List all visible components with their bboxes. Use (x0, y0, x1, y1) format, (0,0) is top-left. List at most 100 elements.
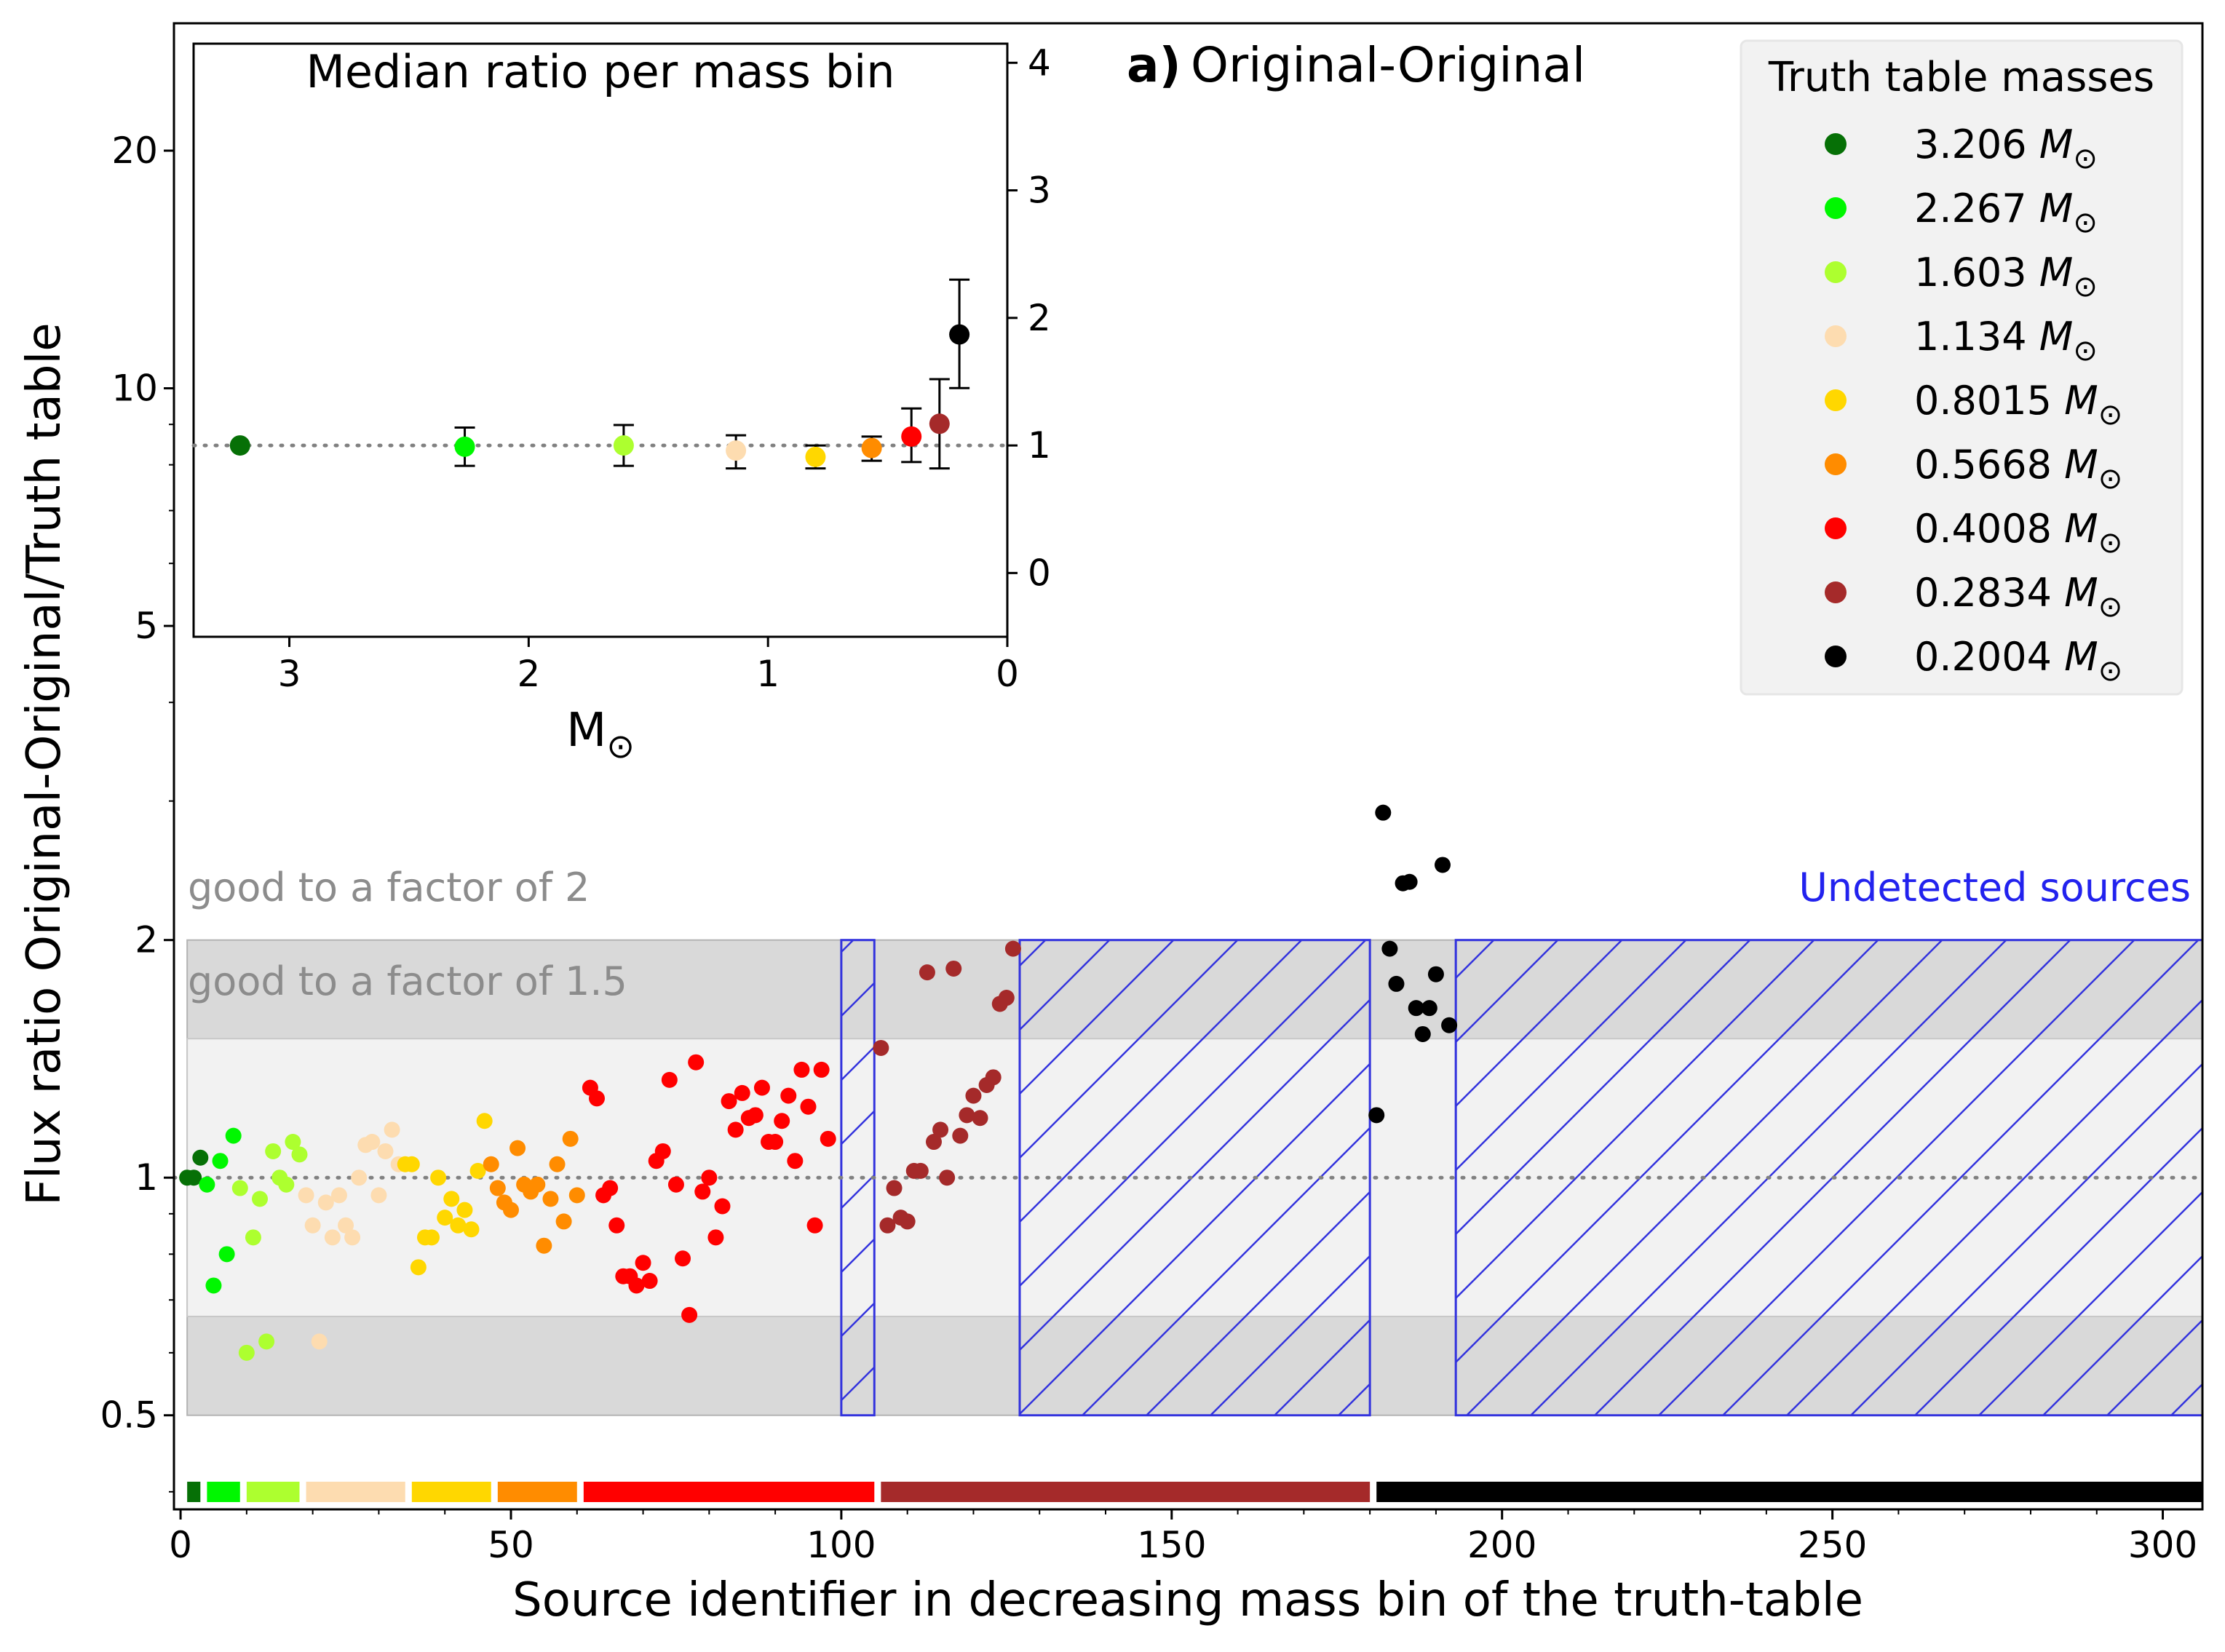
x-tick-label-4: 200 (1467, 1524, 1536, 1566)
point-series-4-7 (443, 1191, 460, 1207)
point-series-8-3 (1388, 975, 1405, 992)
point-series-8-0 (1368, 1107, 1385, 1124)
point-series-5-8 (536, 1237, 552, 1254)
point-series-4-6 (437, 1210, 453, 1226)
legend-unit: M (2064, 570, 2098, 616)
inset-x-tick-label-0: 3 (278, 653, 301, 695)
point-series-1-1 (205, 1277, 222, 1294)
point-series-7-20 (1004, 940, 1021, 957)
mass-bar-segment-5 (497, 1482, 577, 1502)
undetected-region-2 (1454, 939, 2202, 1417)
point-series-6-11 (654, 1143, 671, 1159)
point-series-5-3 (502, 1202, 519, 1218)
point-series-5-11 (555, 1213, 572, 1230)
point-series-3-11 (370, 1187, 387, 1204)
point-series-8-5 (1401, 873, 1418, 890)
point-series-6-30 (780, 1087, 797, 1104)
x-tick-label-2: 100 (806, 1524, 876, 1566)
point-series-4-12 (476, 1113, 493, 1129)
point-series-2-1 (238, 1344, 255, 1361)
point-series-3-12 (377, 1143, 394, 1159)
point-series-4-10 (463, 1221, 480, 1238)
mass-bar-segment-2 (246, 1482, 300, 1502)
x-tick-label-5: 250 (1798, 1524, 1867, 1566)
chart-title: Original-Original (1191, 37, 1585, 93)
legend-label-4: 0.8015 M⊙ (1914, 378, 2122, 432)
point-series-7-10 (939, 1169, 956, 1186)
inset-median-point-4 (805, 446, 826, 467)
legend-title: Truth table masses (1768, 54, 2154, 101)
point-series-6-33 (800, 1098, 817, 1115)
legend-unit-subscript: ⊙ (2073, 206, 2098, 239)
legend-mass-value: 0.2834 (1914, 570, 2064, 616)
point-series-5-10 (549, 1156, 566, 1172)
point-series-8-11 (1441, 1017, 1458, 1033)
legend-unit-subscript: ⊙ (2098, 462, 2123, 496)
point-series-4-1 (403, 1156, 420, 1172)
point-series-4-9 (456, 1202, 473, 1218)
point-series-6-18 (701, 1169, 718, 1186)
legend-unit-subscript: ⊙ (2098, 398, 2123, 432)
inset-median-point-8 (949, 324, 970, 345)
inset-median-points (229, 278, 970, 470)
point-series-6-31 (787, 1153, 804, 1169)
point-series-1-2 (212, 1153, 229, 1169)
x-tick-label-1: 50 (488, 1524, 534, 1566)
legend-label-3: 1.134 M⊙ (1914, 314, 2098, 368)
inset-x-axis-label: M⊙ (566, 704, 635, 766)
point-series-1-3 (218, 1246, 235, 1263)
point-series-1-4 (225, 1127, 242, 1144)
legend-mass-value: 0.2004 (1914, 634, 2064, 680)
point-series-5-0 (483, 1156, 499, 1172)
point-series-2-9 (291, 1146, 308, 1163)
point-series-3-1 (304, 1217, 321, 1234)
point-series-5-4 (509, 1140, 526, 1156)
legend-unit: M (2064, 378, 2098, 424)
point-series-6-14 (675, 1250, 691, 1267)
legend-mass-value: 3.206 (1914, 122, 2039, 167)
point-series-6-1 (589, 1090, 606, 1107)
band-factor-1-5-label: good to a factor of 1.5 (188, 958, 627, 1004)
legend-unit-subscript: ⊙ (2098, 526, 2123, 560)
legend-mass-value: 0.8015 (1914, 378, 2064, 424)
main-plot-frame (172, 22, 2204, 1511)
main-x-axis-label: Source identifier in decreasing mass bin… (512, 1573, 1863, 1627)
point-series-6-26 (753, 1079, 770, 1096)
point-series-3-3 (317, 1194, 334, 1211)
y-tick-label-0: 0.5 (100, 1394, 158, 1437)
point-series-6-16 (688, 1054, 705, 1071)
legend-unit: M (2064, 634, 2098, 680)
point-series-8-6 (1408, 1000, 1424, 1017)
point-series-6-34 (806, 1217, 823, 1234)
legend-unit: M (2039, 250, 2074, 295)
legend-marker-4 (1825, 389, 1847, 411)
point-series-6-4 (608, 1217, 625, 1234)
point-series-7-7 (919, 964, 935, 981)
point-series-6-7 (628, 1277, 645, 1294)
point-series-8-7 (1414, 1025, 1431, 1042)
point-series-8-2 (1381, 940, 1398, 957)
point-series-7-2 (886, 1180, 903, 1196)
point-series-6-29 (774, 1113, 790, 1129)
y-tick-label-5: 20 (111, 130, 158, 172)
point-series-2-2 (245, 1229, 261, 1246)
point-series-7-12 (952, 1127, 969, 1144)
main-y-axis-ticks: 0.5 1 2 5 10 20 (100, 130, 174, 1493)
point-series-3-5 (330, 1187, 347, 1204)
undetected-region-0 (840, 939, 876, 1417)
point-series-6-35 (813, 1061, 830, 1078)
point-series-7-8 (925, 1134, 942, 1151)
inset-median-point-1 (454, 436, 475, 457)
point-series-3-2 (311, 1333, 328, 1350)
legend-marker-7 (1825, 581, 1847, 603)
legend-marker-1 (1825, 197, 1847, 219)
legend-marker-0 (1825, 133, 1847, 155)
legend-mass-value: 1.603 (1914, 250, 2039, 295)
legend-unit-subscript: ⊙ (2098, 590, 2123, 624)
point-series-6-36 (820, 1130, 836, 1147)
inset-median-point-6 (901, 426, 922, 447)
point-series-3-7 (344, 1229, 361, 1246)
legend-marker-3 (1825, 325, 1847, 347)
point-series-2-5 (265, 1143, 282, 1159)
